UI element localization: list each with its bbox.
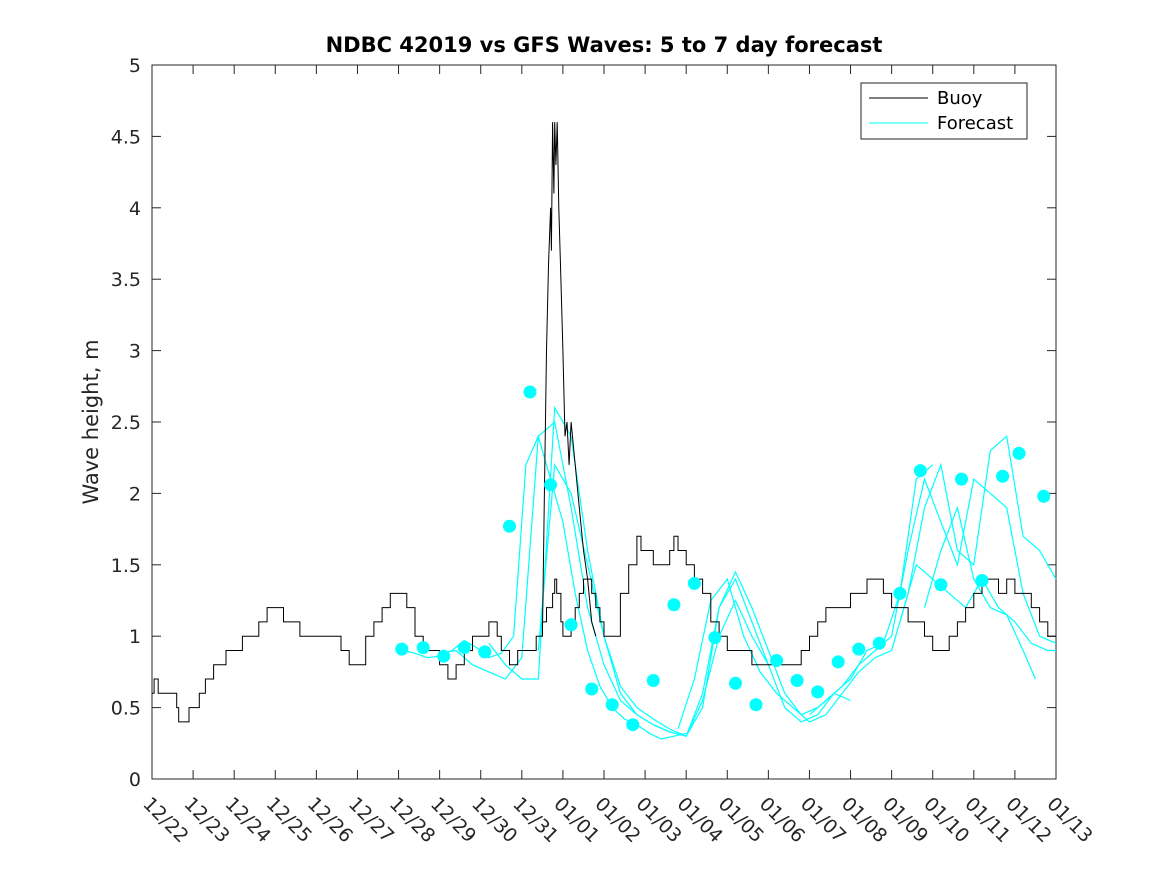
forecast-point — [523, 385, 537, 399]
forecast-line — [488, 405, 851, 737]
forecast-point — [975, 574, 989, 587]
forecast-point — [852, 642, 866, 656]
forecast-point — [478, 645, 492, 659]
y-axis-label: Wave height, m — [79, 339, 103, 504]
forecast-line — [439, 420, 769, 737]
forecast-point — [811, 685, 825, 699]
y-tick-label: 1.5 — [111, 555, 141, 577]
axes-box — [151, 64, 1057, 780]
y-tick-label: 4 — [129, 198, 141, 220]
forecast-point — [708, 631, 722, 645]
forecast-line — [677, 435, 1057, 730]
forecast-point — [626, 718, 640, 732]
y-tick-label: 3 — [129, 341, 141, 363]
forecast-point — [395, 642, 409, 656]
chart-title: NDBC 42019 vs GFS Waves: 5 to 7 day fore… — [326, 33, 883, 57]
y-axis: 0 0.5 1 1.5 2 2.5 3 3.5 4 4.5 5 — [111, 55, 1056, 791]
forecast-point — [585, 682, 599, 696]
forecast-point — [749, 698, 763, 712]
forecast-point — [605, 698, 619, 712]
forecast-point — [934, 578, 948, 592]
buoy-line-peak — [541, 122, 597, 637]
y-tick-label: 1 — [129, 626, 141, 648]
forecast-point — [893, 586, 907, 600]
y-tick-label: 4.5 — [111, 126, 141, 148]
y-tick-label: 5 — [129, 55, 141, 77]
legend: Buoy Forecast — [860, 82, 1028, 140]
legend-buoy-label: Buoy — [937, 88, 983, 109]
forecast-line — [809, 477, 1057, 716]
forecast-point — [955, 472, 968, 486]
forecast-point — [872, 636, 886, 650]
legend-box — [860, 82, 1028, 140]
forecast-point — [646, 674, 660, 687]
forecast-point — [770, 654, 784, 667]
y-tick-label: 0.5 — [111, 698, 141, 720]
forecast-point — [564, 618, 578, 632]
forecast-point — [913, 464, 927, 478]
plot-area: 00.511.522.533.544.55 12/2212/2312/2412/… — [111, 55, 1097, 847]
forecast-point — [687, 576, 701, 590]
y-tick-label: 3.5 — [111, 269, 141, 291]
forecast-point — [457, 641, 471, 655]
forecast-point — [790, 674, 804, 687]
y-tick-label: 0 — [129, 769, 141, 791]
forecast-point — [437, 649, 451, 663]
forecast-point — [544, 478, 558, 492]
forecast-point — [1012, 446, 1026, 460]
forecast-point — [1037, 489, 1051, 503]
series-layer — [152, 122, 1057, 740]
legend-forecast-label: Forecast — [937, 113, 1013, 134]
forecast-point — [729, 676, 742, 690]
forecast-point — [831, 655, 845, 669]
forecast-point — [416, 641, 430, 655]
y-tick-label: 2.5 — [111, 412, 141, 434]
forecast-point — [667, 598, 681, 612]
forecast-point — [503, 519, 516, 533]
y-tick-label: 2 — [129, 483, 141, 505]
forecast-point — [996, 469, 1010, 483]
